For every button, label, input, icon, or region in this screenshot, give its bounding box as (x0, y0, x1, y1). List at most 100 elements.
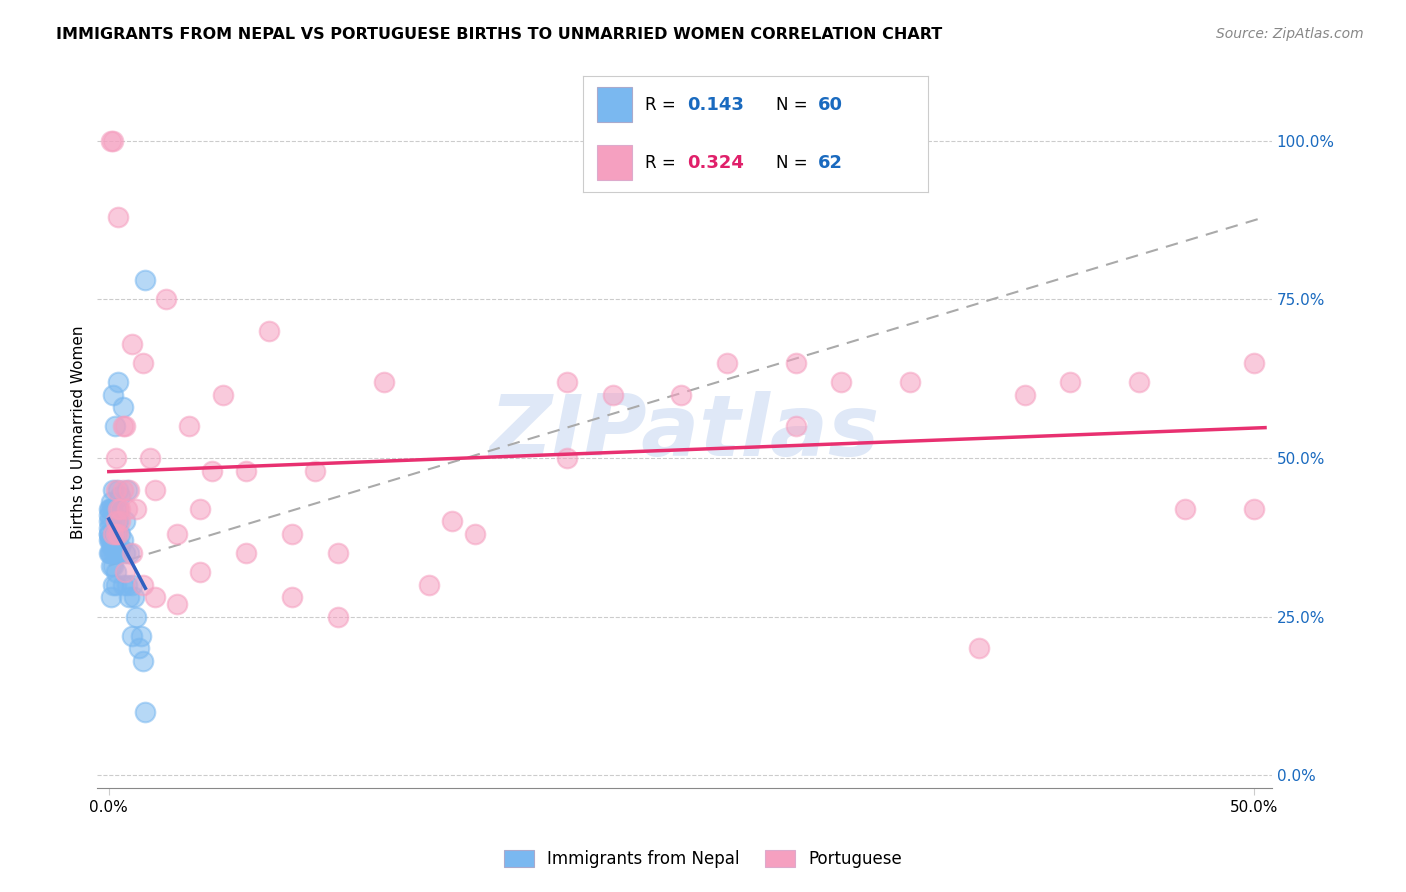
Text: N =: N = (776, 153, 813, 172)
Point (326, 609, 349, 624)
Point (97, 527, 120, 541)
Point (101, 540, 124, 554)
Text: 60: 60 (818, 95, 842, 114)
Text: R =: R = (645, 153, 682, 172)
Point (1014, 387, 1036, 401)
Point (418, 578, 440, 592)
Point (669, 387, 692, 401)
Point (104, 450, 127, 465)
Point (441, 515, 464, 529)
Point (107, 483, 129, 497)
Point (1059, 375, 1081, 389)
Point (235, 546, 257, 560)
Point (104, 501, 127, 516)
Point (111, 533, 134, 548)
Point (190, 565, 212, 579)
Point (114, 419, 136, 434)
Point (97, 527, 120, 541)
Point (134, 705, 156, 719)
Point (115, 483, 138, 497)
Point (555, 450, 578, 465)
Point (111, 483, 134, 497)
Point (110, 540, 132, 554)
Point (111, 401, 134, 415)
Point (103, 527, 125, 541)
Point (104, 578, 127, 592)
Text: IMMIGRANTS FROM NEPAL VS PORTUGUESE BIRTHS TO UNMARRIED WOMEN CORRELATION CHART: IMMIGRANTS FROM NEPAL VS PORTUGUESE BIRT… (56, 27, 942, 42)
Point (100, 558, 122, 573)
Point (103, 387, 125, 401)
Point (104, 515, 127, 529)
Point (281, 527, 304, 541)
Text: N =: N = (776, 95, 813, 114)
Point (104, 546, 127, 560)
Point (104, 527, 127, 541)
Point (166, 597, 188, 611)
Point (104, 483, 127, 497)
Point (190, 501, 212, 516)
Point (103, 134, 125, 148)
Point (103, 558, 125, 573)
Point (98, 546, 121, 560)
Text: R =: R = (645, 95, 682, 114)
Point (104, 527, 127, 541)
Point (235, 464, 257, 478)
Point (98, 501, 121, 516)
Point (128, 641, 150, 656)
Point (103, 483, 125, 497)
Point (110, 489, 132, 503)
Point (107, 210, 129, 224)
Point (122, 591, 145, 605)
Point (132, 578, 155, 592)
Point (101, 501, 124, 516)
Point (1128, 375, 1150, 389)
Point (115, 501, 138, 516)
Point (118, 591, 141, 605)
Point (304, 464, 326, 478)
Point (121, 546, 143, 560)
Point (716, 356, 738, 370)
Point (97, 508, 120, 522)
Point (107, 515, 129, 529)
Point (97, 501, 120, 516)
Point (555, 375, 578, 389)
Point (830, 375, 852, 389)
Point (103, 501, 125, 516)
Point (104, 565, 127, 579)
Point (166, 527, 188, 541)
Point (602, 387, 624, 401)
Point (107, 546, 129, 560)
Text: 62: 62 (818, 153, 842, 172)
Point (785, 356, 807, 370)
Point (97, 521, 120, 535)
Point (107, 501, 129, 516)
Point (97, 546, 120, 560)
Point (100, 533, 122, 548)
Point (129, 628, 152, 642)
Text: ZIPatlas: ZIPatlas (489, 391, 880, 474)
Text: 0.324: 0.324 (688, 153, 744, 172)
Point (104, 540, 127, 554)
Point (132, 654, 155, 668)
Point (114, 565, 136, 579)
Point (134, 273, 156, 287)
Point (100, 591, 122, 605)
Point (107, 527, 129, 541)
Point (100, 134, 122, 148)
Point (1174, 501, 1197, 516)
Point (103, 419, 125, 434)
Point (103, 533, 125, 548)
Point (114, 515, 136, 529)
Point (111, 578, 134, 592)
Point (111, 419, 134, 434)
Point (103, 546, 125, 560)
Point (110, 501, 132, 516)
Y-axis label: Births to Unmarried Women: Births to Unmarried Women (72, 326, 86, 540)
Point (107, 375, 129, 389)
Point (97, 533, 120, 548)
Point (139, 450, 162, 465)
Point (100, 546, 122, 560)
Point (212, 387, 235, 401)
Point (155, 293, 177, 307)
Point (898, 375, 921, 389)
